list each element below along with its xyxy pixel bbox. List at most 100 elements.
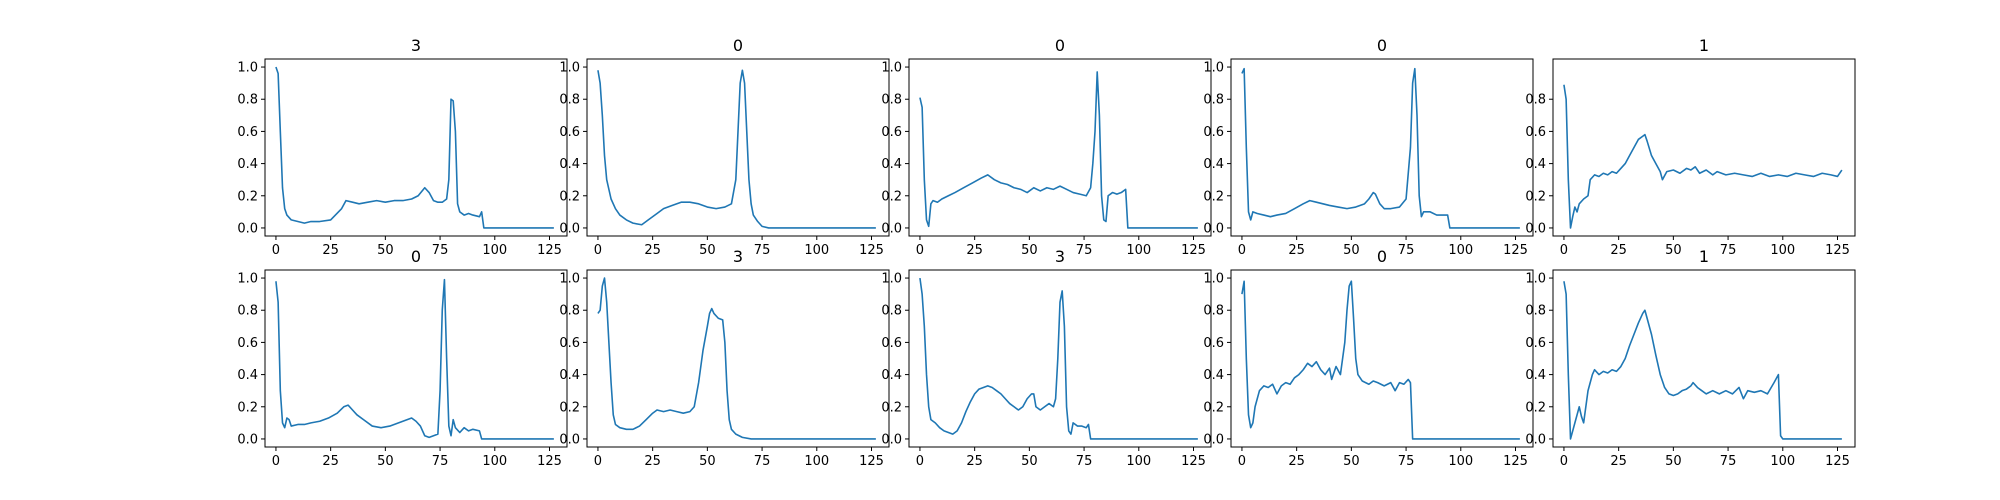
x-tick-label: 0 — [1560, 454, 1568, 469]
x-tick-label: 75 — [1076, 454, 1093, 469]
axes-frame — [908, 269, 1212, 448]
x-tick-label: 75 — [1720, 243, 1737, 258]
y-tick-label: 0.6 — [1203, 125, 1224, 140]
x-tick-label: 75 — [1076, 243, 1093, 258]
subplot-8: 3 0 25 50 75 100 125 0.0 0.2 0.4 0.6 0.8 1.0 — [881, 247, 1212, 469]
x-tick-label: 25 — [966, 454, 983, 469]
subplot-title: 1 — [1699, 247, 1709, 266]
x-tick-label: 0 — [594, 454, 602, 469]
subplot-title: 0 — [411, 247, 421, 266]
y-tick-label: 0.4 — [881, 157, 902, 172]
x-tick-label: 0 — [272, 454, 280, 469]
subplot-title: 3 — [733, 247, 743, 266]
x-tick-label: 0 — [1560, 243, 1568, 258]
y-tick-label: 0.8 — [559, 93, 580, 108]
x-tick-label: 100 — [1448, 243, 1473, 258]
axes-frame — [586, 269, 890, 448]
x-tick-label: 100 — [1770, 454, 1795, 469]
y-tick-label: 0.0 — [1525, 221, 1546, 236]
series-line — [275, 278, 554, 440]
y-tick-label: 0.0 — [1203, 221, 1224, 236]
y-tick-label: 0.2 — [1203, 189, 1224, 204]
axes-frame — [586, 58, 890, 237]
y-tick-label: 0.6 — [237, 125, 258, 140]
x-tick-label: 100 — [1126, 454, 1151, 469]
y-tick-label: 0.4 — [559, 368, 580, 383]
series-line — [1241, 67, 1520, 229]
x-tick-label: 100 — [1126, 243, 1151, 258]
x-tick-label: 125 — [859, 243, 884, 258]
y-tick-label: 0.4 — [1203, 368, 1224, 383]
y-tick-label: 0.2 — [237, 400, 258, 415]
y-tick-label: 0.8 — [881, 93, 902, 108]
y-tick-label: 1.0 — [881, 272, 902, 287]
x-tick-label: 75 — [754, 454, 771, 469]
x-tick-label: 50 — [1343, 243, 1360, 258]
y-tick-label: 0.6 — [237, 336, 258, 351]
x-tick-label: 100 — [1770, 243, 1795, 258]
x-tick-label: 25 — [1610, 243, 1627, 258]
subplot-1: 3 0 25 50 75 100 125 0.0 0.2 0.4 0.6 0.8 1.0 — [237, 36, 568, 258]
y-tick-label: 0.6 — [1203, 336, 1224, 351]
y-tick-label: 0.6 — [881, 336, 902, 351]
x-tick-label: 125 — [1825, 454, 1850, 469]
series-line — [919, 71, 1198, 229]
axes-frame — [1552, 58, 1856, 237]
y-tick-label: 0.4 — [559, 157, 580, 172]
series-line — [1563, 281, 1842, 440]
x-tick-label: 125 — [537, 243, 562, 258]
subplot-5: 1 0 25 50 75 100 125 0.0 0.2 0.4 0.6 0.8 — [1525, 36, 1856, 258]
y-tick-label: 1.0 — [881, 61, 902, 76]
x-tick-label: 0 — [594, 243, 602, 258]
x-tick-label: 125 — [1181, 454, 1206, 469]
subplot-title: 0 — [1055, 36, 1065, 55]
y-tick-label: 1.0 — [559, 272, 580, 287]
y-tick-label: 0.2 — [1525, 189, 1546, 204]
y-tick-label: 0.2 — [1203, 400, 1224, 415]
y-tick-label: 0.8 — [559, 304, 580, 319]
y-tick-label: 1.0 — [559, 61, 580, 76]
y-tick-label: 0.2 — [1525, 400, 1546, 415]
y-tick-label: 1.0 — [1525, 272, 1546, 287]
x-tick-label: 50 — [377, 454, 394, 469]
x-tick-label: 25 — [966, 243, 983, 258]
axes-frame — [1552, 269, 1856, 448]
y-tick-label: 0.4 — [1203, 157, 1224, 172]
y-tick-label: 0.0 — [1525, 432, 1546, 447]
axes-frame — [1230, 269, 1534, 448]
y-tick-label: 1.0 — [1203, 61, 1224, 76]
series-line — [597, 69, 876, 229]
series-line — [1563, 84, 1843, 229]
x-tick-label: 50 — [1021, 454, 1038, 469]
x-tick-label: 125 — [1181, 243, 1206, 258]
subplot-2: 0 0 25 50 75 100 125 0.0 0.2 0.4 0.6 0.8 1.0 — [559, 36, 890, 258]
x-tick-label: 50 — [1665, 454, 1682, 469]
y-tick-label: 0.2 — [881, 400, 902, 415]
y-tick-label: 1.0 — [237, 272, 258, 287]
x-tick-label: 125 — [537, 454, 562, 469]
subplot-4: 0 0 25 50 75 100 125 0.0 0.2 0.4 0.6 0.8 1.0 — [1203, 36, 1534, 258]
x-tick-label: 25 — [644, 243, 661, 258]
x-tick-label: 125 — [1503, 454, 1528, 469]
y-tick-label: 0.4 — [1525, 368, 1546, 383]
x-tick-label: 100 — [804, 454, 829, 469]
x-tick-label: 25 — [1288, 454, 1305, 469]
x-tick-label: 0 — [272, 243, 280, 258]
y-tick-label: 0.8 — [237, 304, 258, 319]
subplot-title: 3 — [1055, 247, 1065, 266]
x-tick-label: 75 — [1398, 454, 1415, 469]
x-tick-label: 50 — [1021, 243, 1038, 258]
axes-frame — [264, 58, 568, 237]
x-tick-label: 50 — [377, 243, 394, 258]
subplot-6: 0 0 25 50 75 100 125 0.0 0.2 0.4 0.6 0.8 1.0 — [237, 247, 568, 469]
y-tick-label: 0.4 — [1525, 157, 1546, 172]
x-tick-label: 100 — [804, 243, 829, 258]
x-tick-label: 100 — [482, 243, 507, 258]
x-tick-label: 50 — [699, 243, 716, 258]
x-tick-label: 25 — [322, 454, 339, 469]
x-tick-label: 125 — [1503, 243, 1528, 258]
subplot-7: 3 0 25 50 75 100 125 0.0 0.2 0.4 0.6 0.8 1.0 — [559, 247, 890, 469]
x-tick-label: 0 — [1238, 454, 1246, 469]
subplot-title: 3 — [411, 36, 421, 55]
